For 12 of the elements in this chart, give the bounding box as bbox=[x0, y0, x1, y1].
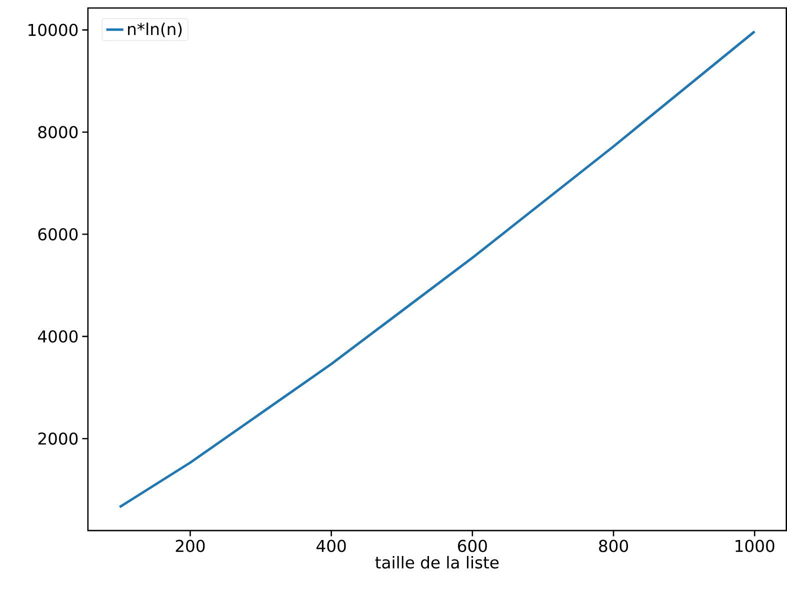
x-tick-label: 200 bbox=[176, 540, 205, 552]
x-tick-label: 600 bbox=[458, 540, 487, 552]
x-axis-title: taille de la liste bbox=[375, 556, 499, 569]
legend-label: n*ln(n) bbox=[128, 22, 182, 38]
y-tick-label: 2000 bbox=[38, 432, 78, 446]
x-tick-label: 400 bbox=[316, 540, 346, 552]
x-tick-label: 1000 bbox=[736, 540, 774, 552]
y-tick-label: 10000 bbox=[28, 24, 78, 36]
x-tick-label: 800 bbox=[599, 540, 628, 552]
y-tick-label: 6000 bbox=[38, 228, 78, 241]
y-tick-label: 8000 bbox=[38, 126, 78, 139]
y-tick-label: 4000 bbox=[38, 330, 78, 343]
